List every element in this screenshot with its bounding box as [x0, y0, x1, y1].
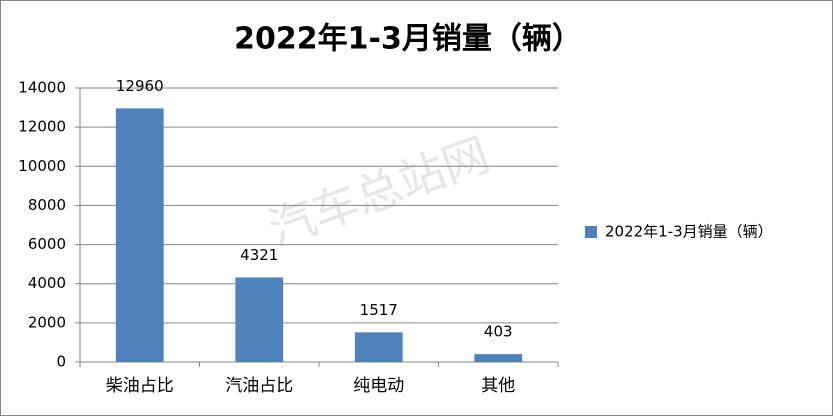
- y-tick-label: 8000: [28, 196, 66, 214]
- y-tick-label: 6000: [28, 235, 66, 253]
- y-tick-label: 4000: [28, 274, 66, 292]
- data-label: 4321: [240, 246, 278, 264]
- data-label: 403: [484, 323, 513, 341]
- bar: [235, 277, 284, 362]
- y-tick-label: 12000: [18, 118, 66, 136]
- x-tick-label: 柴油占比: [106, 376, 174, 396]
- bar: [354, 332, 403, 362]
- y-tick-label: 10000: [18, 157, 66, 175]
- x-tick-label: 其他: [481, 376, 515, 396]
- bar: [474, 354, 523, 362]
- legend-label: 2022年1-3月销量（辆）: [605, 223, 773, 241]
- data-label: 12960: [116, 77, 164, 95]
- legend-swatch: [585, 226, 597, 238]
- chart-title: 2022年1-3月销量（辆）: [234, 22, 582, 57]
- x-tick-label: 纯电动: [353, 376, 404, 396]
- y-tick-label: 2000: [28, 313, 66, 331]
- bar: [115, 108, 164, 363]
- y-tick-label: 14000: [18, 79, 66, 97]
- y-tick-label: 0: [56, 353, 66, 371]
- data-label: 1517: [360, 301, 398, 319]
- x-tick-label: 汽油占比: [225, 376, 293, 396]
